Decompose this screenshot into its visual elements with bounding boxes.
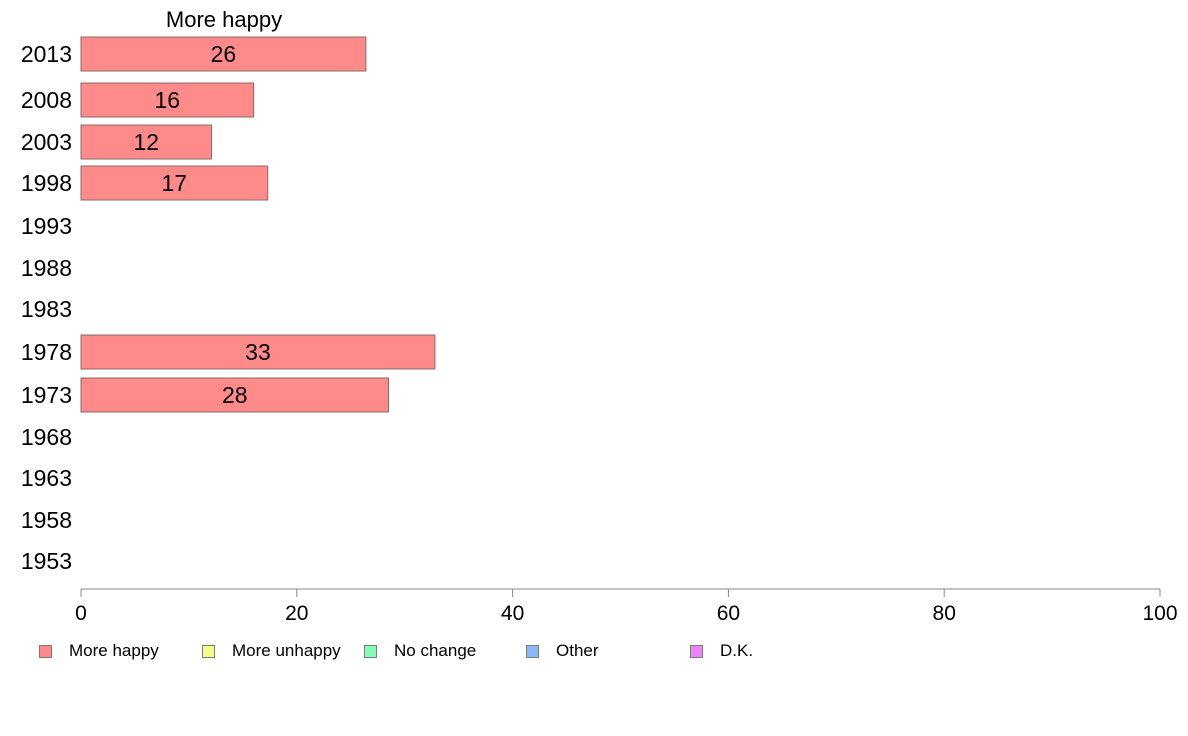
x-tick-label: 0 (75, 602, 87, 625)
y-tick-label: 2003 (21, 129, 72, 155)
legend-item: Other (526, 641, 599, 661)
bar (80, 82, 255, 118)
legend-item: More unhappy (202, 641, 341, 661)
bar (80, 334, 436, 370)
x-tick-label: 60 (717, 602, 740, 625)
legend-label: More unhappy (232, 641, 341, 660)
bar-value-label: 16 (155, 87, 181, 113)
y-tick-label: 1993 (21, 213, 72, 239)
bar (80, 165, 269, 201)
y-tick-label: 1988 (21, 255, 72, 281)
x-axis: 0 20 40 60 80 100 (75, 588, 1178, 625)
legend-item: No change (364, 641, 476, 661)
y-tick-label: 1978 (21, 339, 72, 365)
y-axis-labels: 2013 2008 2003 1998 1993 1988 1983 1978 1973 1968… (21, 41, 72, 574)
y-tick-label: 1963 (21, 465, 72, 491)
bar (80, 377, 390, 413)
y-tick-label: 1953 (21, 548, 72, 574)
bar-value-label: 12 (133, 129, 159, 155)
chart-title: More happy (166, 7, 282, 32)
y-tick-label: 1998 (21, 170, 72, 196)
legend-label: More happy (69, 641, 159, 660)
x-tick-label: 80 (933, 602, 956, 625)
x-tick-label: 20 (285, 602, 308, 625)
bar-value-label: 33 (245, 339, 271, 365)
legend-swatch (39, 644, 52, 658)
bar-value-label: 17 (162, 170, 188, 196)
legend-item: D.K. (690, 641, 753, 661)
y-tick-label: 1973 (21, 382, 72, 408)
bar (80, 124, 213, 160)
legend-label: No change (394, 641, 477, 660)
legend-label: D.K. (720, 641, 754, 660)
legend-swatch (202, 644, 215, 658)
legend: More happy More unhappy No change Other D.K. (39, 641, 1159, 663)
x-tick-label: 40 (501, 602, 524, 625)
y-tick-label: 1958 (21, 507, 72, 533)
y-tick-label: 2013 (21, 41, 72, 67)
y-tick-label: 1983 (21, 296, 72, 322)
legend-swatch (690, 644, 703, 658)
legend-swatch (364, 644, 377, 658)
legend-label: Other (556, 641, 599, 660)
legend-item: More happy (39, 641, 159, 661)
x-tick-label: 100 (1142, 602, 1177, 625)
bar-value-label: 28 (222, 382, 248, 408)
legend-swatch (526, 644, 539, 658)
bar (80, 36, 367, 72)
y-tick-label: 1968 (21, 424, 72, 450)
bar-value-label: 26 (211, 41, 237, 67)
y-tick-label: 2008 (21, 87, 72, 113)
